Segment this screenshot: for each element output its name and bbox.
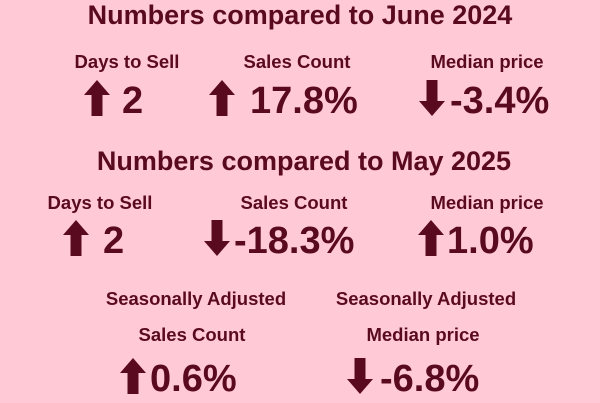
metric-label: Sales Count: [139, 324, 246, 345]
section-title: Numbers compared to June 2024: [88, 0, 513, 30]
metric-label: Sales Count: [241, 192, 348, 213]
metric-label: Days to Sell: [48, 192, 153, 213]
metric-label: Sales Count: [244, 51, 351, 72]
qualifier: Seasonally Adjusted: [106, 288, 286, 309]
metric-label: Days to Sell: [75, 51, 180, 72]
section-title: Numbers compared to May 2025: [97, 146, 511, 176]
metric-value: -3.4%: [450, 80, 549, 122]
metric-value: -18.3%: [234, 220, 354, 262]
metric-value: 0.6%: [150, 358, 237, 400]
metric-value: 2: [103, 220, 124, 262]
metric-value: -6.8%: [380, 358, 479, 400]
metric-label: Median price: [430, 51, 543, 72]
qualifier: Seasonally Adjusted: [336, 288, 516, 309]
metric-value: 2: [122, 80, 143, 122]
metric-value: 17.8%: [250, 80, 358, 122]
metric-label: Median price: [430, 192, 543, 213]
metric-value: 1.0%: [447, 220, 534, 262]
metric-label: Median price: [366, 324, 479, 345]
